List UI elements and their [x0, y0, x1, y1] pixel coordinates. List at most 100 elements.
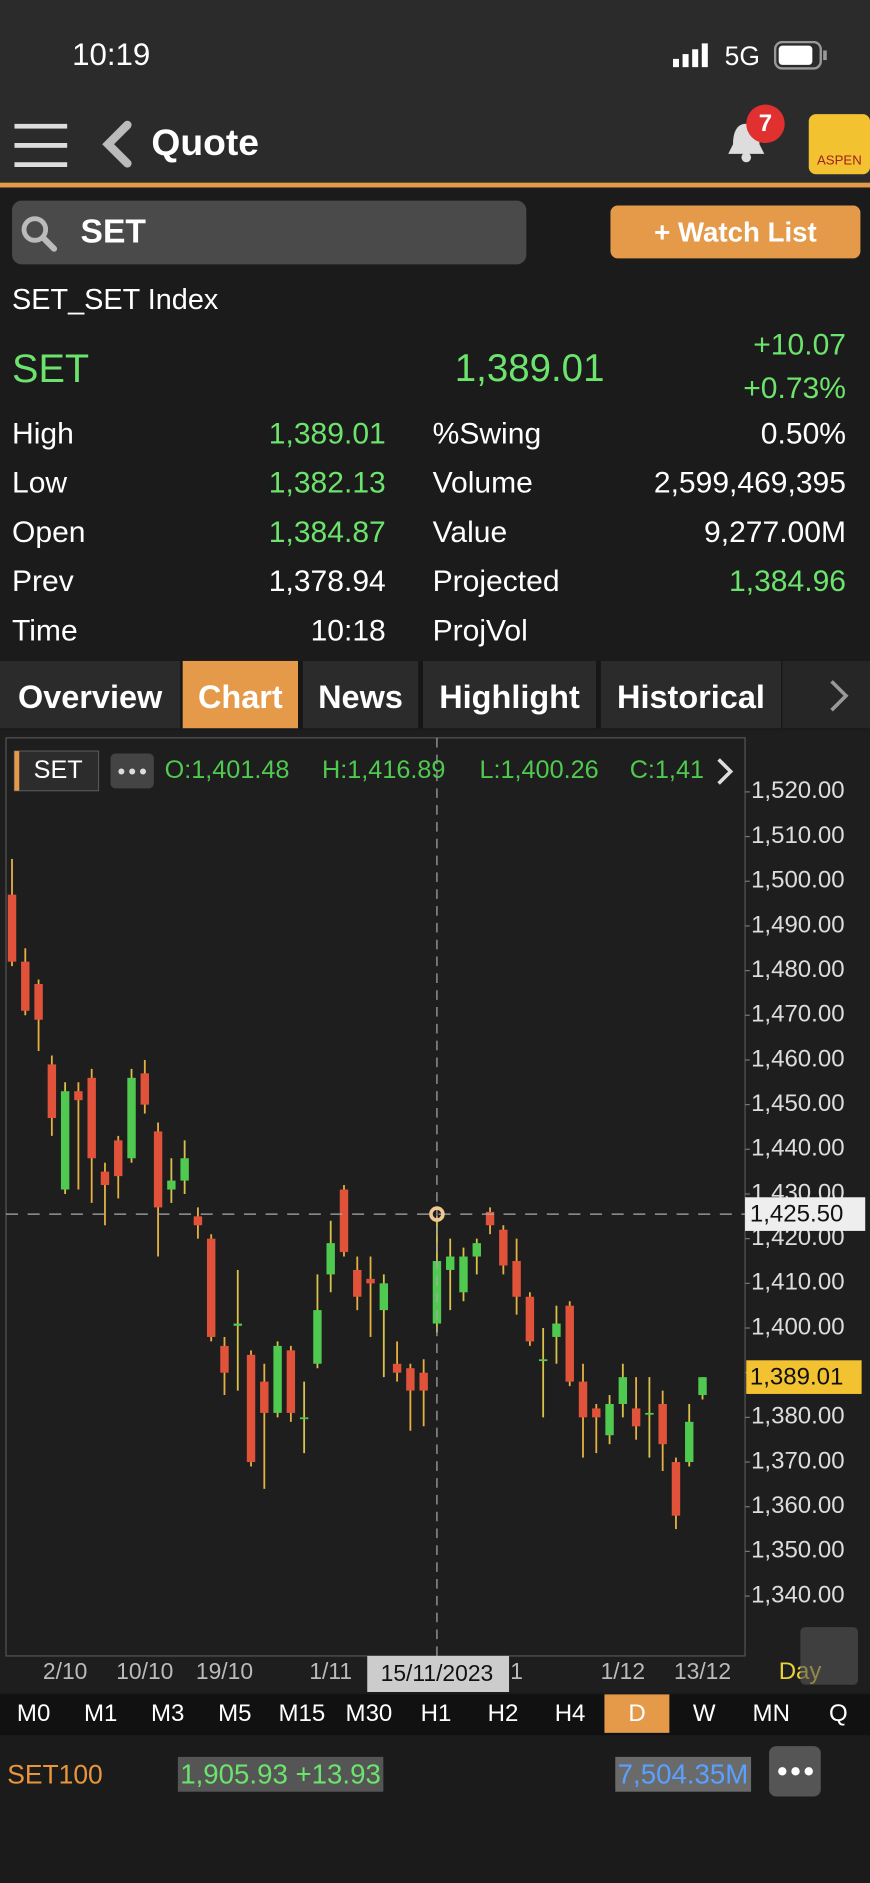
timeframe[interactable]: M3: [151, 1700, 185, 1727]
stat-label: Open: [12, 515, 86, 550]
candle-body: [114, 1140, 123, 1177]
legend-arrow: [717, 758, 734, 785]
candle-body: [246, 1354, 256, 1463]
timeframe[interactable]: W: [692, 1700, 716, 1727]
candle-body: [7, 894, 17, 962]
back-button[interactable]: [101, 120, 135, 168]
candle-body: [406, 1368, 415, 1391]
y-tick-label: 1,400.00: [751, 1313, 844, 1340]
candle-body: [685, 1421, 694, 1463]
stat-label: Projected: [432, 564, 560, 599]
candle-body: [353, 1269, 362, 1297]
candle-body: [512, 1261, 521, 1297]
timeframe[interactable]: H2: [487, 1700, 519, 1727]
stat-label: %Swing: [432, 416, 542, 451]
timeframe[interactable]: M1: [83, 1700, 118, 1727]
candle-body: [485, 1211, 495, 1226]
clock: 10:19: [72, 36, 151, 73]
tab[interactable]: Chart: [182, 660, 299, 729]
tab[interactable]: Overview: [0, 660, 181, 729]
candle-body: [592, 1408, 601, 1418]
stat-label: Value: [432, 515, 508, 550]
footer-symbol: SET100: [7, 1759, 103, 1790]
timeframe[interactable]: M0: [16, 1700, 51, 1727]
candle-body: [100, 1171, 110, 1186]
x-tick-label: 19/10: [196, 1658, 253, 1684]
y-tick-label: 1,460.00: [751, 1045, 844, 1072]
candle-body: [299, 1417, 309, 1420]
legend-symbol: SET: [34, 756, 83, 784]
timeframe[interactable]: D: [604, 1694, 670, 1733]
tab-more[interactable]: [782, 660, 870, 729]
timeframe[interactable]: MN: [752, 1700, 790, 1727]
y-tick-label: 1,440.00: [751, 1135, 844, 1162]
chart: 1,340.00 1,350.00 1,360.00 1,370.00 1,380.00…: [0, 730, 870, 1692]
stat-value: 10:18: [310, 614, 386, 648]
candle-body: [87, 1077, 96, 1159]
crosshair-x-label: 15/11/2023: [381, 1660, 494, 1686]
timeframe[interactable]: H1: [420, 1700, 452, 1727]
timeframe[interactable]: H4: [554, 1700, 586, 1727]
last-price: 1,389.01: [454, 346, 605, 390]
x-tick-label: 1: [510, 1658, 523, 1684]
tab[interactable]: Historical: [600, 660, 782, 729]
stat-label: High: [12, 416, 74, 451]
candle-body: [419, 1372, 428, 1391]
candle-body: [34, 984, 43, 1020]
stat-value: 2,599,469,395: [653, 466, 846, 500]
crosshair-x-box: [367, 1655, 510, 1692]
tab[interactable]: News: [302, 660, 419, 729]
legend-dot: [129, 768, 136, 775]
search-icon: [21, 216, 58, 252]
candle-body: [459, 1256, 468, 1293]
legend-accent: [14, 751, 20, 791]
search-box[interactable]: [12, 200, 527, 265]
timeframe[interactable]: M30: [345, 1700, 393, 1727]
legend-symbol-box: [13, 750, 100, 792]
y-tick-label: 1,360.00: [751, 1492, 844, 1519]
tab[interactable]: Highlight: [422, 660, 597, 729]
stat-value: 1,384.96: [729, 564, 846, 599]
plot-frame: [5, 737, 746, 1657]
ohlc-label: C:1,41: [630, 756, 704, 784]
menu-button[interactable]: [14, 123, 68, 168]
watchlist-button[interactable]: + Watch List: [610, 205, 861, 259]
x-tick-label: 1/11: [309, 1658, 352, 1684]
candle-body: [47, 1064, 57, 1119]
candle-body: [74, 1091, 83, 1101]
stat-value: 1,384.87: [268, 515, 386, 550]
timeframe[interactable]: M5: [218, 1700, 252, 1727]
top-bar: [0, 0, 870, 183]
candle-body: [446, 1256, 455, 1270]
x-tick-label: 2/10: [43, 1658, 87, 1684]
last-price-box: [746, 1360, 862, 1394]
candle-body: [193, 1216, 203, 1226]
stat-value: 9,277.00M: [704, 515, 846, 550]
candle-body: [339, 1189, 349, 1253]
candle-body: [618, 1377, 628, 1404]
candle-body: [233, 1323, 242, 1326]
ohlc-label: L:1,400.26: [479, 756, 598, 784]
timeframe-bar: [0, 1694, 870, 1736]
logo[interactable]: ASPEN: [808, 114, 870, 175]
timeframe[interactable]: Q: [828, 1700, 848, 1727]
legend-dot: [118, 768, 125, 775]
battery-icon: [773, 40, 827, 70]
tab-arrow: [830, 680, 849, 712]
candle-body: [366, 1278, 375, 1284]
change-percent: +0.73%: [743, 371, 846, 405]
footer-turnover: 7,504.35M: [615, 1756, 751, 1792]
network: 5G: [724, 40, 760, 71]
candle-body: [698, 1377, 707, 1396]
candle-body: [525, 1296, 535, 1342]
y-tick-label: 1,510.00: [751, 822, 844, 849]
candle-body: [552, 1323, 561, 1337]
ohlc-label: O:1,401.48: [165, 756, 290, 784]
timeframe[interactable]: M15: [278, 1700, 326, 1727]
candle-body: [392, 1363, 402, 1373]
candle-body: [206, 1238, 216, 1337]
page-title: Quote: [151, 121, 260, 164]
y-tick-label: 1,370.00: [751, 1447, 844, 1474]
candle-body: [671, 1462, 681, 1516]
stat-label: Low: [12, 466, 68, 500]
